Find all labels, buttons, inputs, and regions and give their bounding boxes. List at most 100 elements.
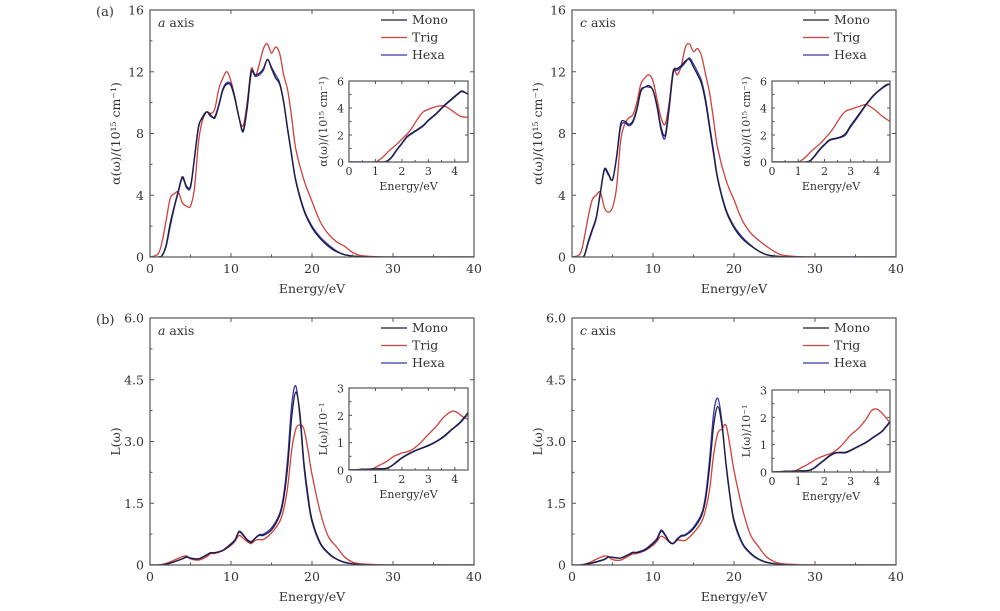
panel-b-left-ytick-label: 1.5 — [124, 496, 144, 511]
panel-b-left-inset-xtick-label: 2 — [398, 473, 405, 486]
panel-a-right-ytick-label: 16 — [550, 3, 566, 18]
panel-b-left-inset-ytick-label: 1 — [337, 437, 344, 450]
panel-a-left-inset-ytick-label: 4 — [337, 103, 344, 116]
panel-a-right-inset-xtick-label: 1 — [795, 165, 802, 178]
panel-a-left-inset-xlabel: Energy/eV — [379, 180, 438, 193]
panel-b-right-inset: 0 1 2 3 4 0 1 2 3 Energy/eV L(ω)/10⁻¹ — [740, 385, 891, 503]
panel-a-right-ylabel: α(ω)/(10¹⁵ cm⁻¹) — [530, 82, 545, 185]
legend: Mono Trig Hexa — [381, 12, 448, 62]
panel-b-left-inset-ytick-label: 3 — [337, 383, 344, 396]
panel-a-left-inset-xtick-label: 3 — [425, 165, 432, 178]
axis-annotation-letter: c — [580, 15, 587, 30]
panel-b-right-inset-xtick-label: 2 — [821, 475, 828, 488]
panel-a-right-xlabel: Energy/eV — [701, 281, 768, 296]
inset-background — [349, 388, 468, 470]
panel-a-left-ytick-label: 8 — [136, 126, 144, 141]
panel-b-right-ytick-label: 6.0 — [546, 311, 566, 326]
panel-a-right-inset-series-trig — [772, 103, 890, 162]
panel-a-left-xtick-label: 40 — [466, 261, 482, 276]
panel-a-left-inset-ytick-label: 0 — [337, 157, 344, 170]
panel-a-right-inset-xtick-label: 3 — [847, 165, 854, 178]
panel-a-right-inset-xtick-label: 4 — [873, 165, 880, 178]
panel-b-left-ylabel: L(ω) — [108, 427, 123, 455]
panel-b-left-series-trig — [150, 424, 474, 565]
legend-label-trig: Trig — [412, 30, 438, 45]
panel-b-left-inset-ytick-label: 2 — [337, 410, 344, 423]
panel-b-left-inset-xlabel: Energy/eV — [379, 488, 438, 501]
panel-b-left-xlabel: Energy/eV — [279, 589, 346, 604]
panel-a-left-ytick-label: 16 — [128, 3, 144, 18]
axis-annotation: c axis — [580, 323, 616, 338]
panel-b-left-inset-xtick-label: 1 — [372, 473, 379, 486]
axis-annotation: a axis — [158, 323, 194, 338]
panel-a-right-inset-xtick-label: 2 — [821, 165, 828, 178]
panel-b-right-series-trig — [572, 423, 896, 565]
panel-a-right-xtick-label: 0 — [568, 261, 576, 276]
chart-a-axis-loss: 0 10 20 30 4001.53.04.56.0Energy/eVL(ω)(b)a … — [96, 311, 482, 605]
panel-a-right-inset-ytick-label: 4 — [760, 103, 767, 116]
legend-label-mono: Mono — [412, 320, 448, 335]
panel-b-left-inset-ytick-label: 0 — [337, 465, 344, 478]
panel-a-left-xtick-label: 20 — [304, 261, 320, 276]
panel-b-right-xtick-label: 0 — [568, 569, 576, 584]
panel-b-left-xtick-label: 20 — [304, 569, 320, 584]
legend-label-trig: Trig — [834, 30, 860, 45]
panel-a-right-inset-ytick-label: 2 — [760, 130, 767, 143]
panel-b-right-ylabel: L(ω) — [530, 427, 545, 455]
panel-b-right-series-group — [572, 397, 896, 565]
panel-a-right-xtick-label: 20 — [726, 261, 742, 276]
panel-a-right-xtick-label: 40 — [888, 261, 904, 276]
axis-annotation-text: axis — [165, 323, 194, 338]
legend-label-hexa: Hexa — [412, 47, 445, 62]
panel-a-right-xtick-label: 30 — [807, 261, 823, 276]
panel-a-right-inset: 0 1 2 3 4 0 2 4 6 Energy/eV α(ω)/(10¹⁵ cm⁻¹) — [740, 76, 891, 193]
panel-a-right-inset-ylabel: α(ω)/(10¹⁵ cm⁻¹) — [740, 76, 753, 166]
panel-a-left-inset-ytick-label: 6 — [337, 76, 344, 89]
panel-a-right-inset-xtick-label: 0 — [769, 165, 776, 178]
panel-a-right-inset-xlabel: Energy/eV — [802, 180, 861, 193]
panel-b-left-xtick-label: 30 — [385, 569, 401, 584]
panel-b-right-inset-xtick-label: 0 — [769, 475, 776, 488]
legend: Mono Trig Hexa — [803, 320, 870, 370]
panel-b-left-inset-xtick-label: 4 — [451, 473, 458, 486]
axis-annotation: c axis — [580, 15, 616, 30]
panel-b-left-xtick-label: 10 — [223, 569, 239, 584]
panel-b-left-ytick-label: 6.0 — [124, 311, 144, 326]
panel-b-left-xtick-label: 0 — [146, 569, 154, 584]
inset-background — [772, 81, 890, 162]
panel-b-left-inset-xtick-label: 3 — [425, 473, 432, 486]
panel-b-right-inset-xtick-label: 4 — [873, 475, 880, 488]
panel-a-right-ytick-label: 8 — [558, 126, 566, 141]
panel-b-left-inset-ylabel: L(ω)/10⁻¹ — [317, 403, 330, 456]
panel-b-left-series-mono — [150, 391, 474, 565]
panel-b-right-inset-ytick-label: 0 — [760, 467, 767, 480]
panel-a-left-inset: 0 1 2 3 4 0 2 4 6 Energy/eV α(ω)/(10¹⁵ cm⁻¹) — [317, 76, 469, 193]
axis-annotation-text: axis — [587, 15, 616, 30]
panel-a-right-inset-ytick-label: 0 — [760, 157, 767, 170]
inset-background — [772, 390, 890, 472]
panel-b-right-inset-ylabel: L(ω)/10⁻¹ — [740, 405, 753, 458]
panel-a-left-inset-xtick-label: 2 — [398, 165, 405, 178]
panel-a-left-series-mono — [150, 58, 474, 257]
panel-b-right-xlabel: Energy/eV — [701, 589, 768, 604]
panel-a-right-series-mono — [572, 58, 896, 257]
panel-b-right-inset-series-mono — [772, 421, 890, 472]
legend-label-hexa: Hexa — [834, 47, 867, 62]
legend-label-hexa: Hexa — [834, 355, 867, 370]
legend: Mono Trig Hexa — [381, 320, 448, 370]
panel-a-right-ytick-label: 12 — [550, 64, 566, 79]
panel-a-right-ytick-label: 0 — [558, 250, 566, 265]
panel-a-right-ytick-label: 4 — [558, 188, 566, 203]
axis-annotation-letter: a — [158, 323, 165, 338]
panel-b-left-inset-xtick-label: 0 — [346, 473, 353, 486]
panel-b-left-ytick-label: 3.0 — [124, 434, 144, 449]
panel-b-right-ytick-label: 1.5 — [546, 496, 566, 511]
panel-b-left-ytick-label: 0 — [136, 558, 144, 573]
panel-a-left-inset-xtick-label: 0 — [346, 165, 353, 178]
inset-background — [349, 81, 468, 162]
panel-b-right-ytick-label: 3.0 — [546, 434, 566, 449]
panel-b-right-inset-xtick-label: 3 — [847, 475, 854, 488]
